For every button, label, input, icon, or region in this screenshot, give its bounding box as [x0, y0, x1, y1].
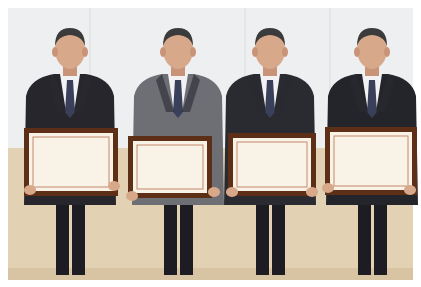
- certificate: [325, 127, 417, 195]
- certificate: [228, 133, 316, 196]
- certificate: [24, 128, 118, 196]
- photo: [0, 0, 421, 287]
- page: [0, 0, 421, 287]
- certificate: [128, 136, 212, 198]
